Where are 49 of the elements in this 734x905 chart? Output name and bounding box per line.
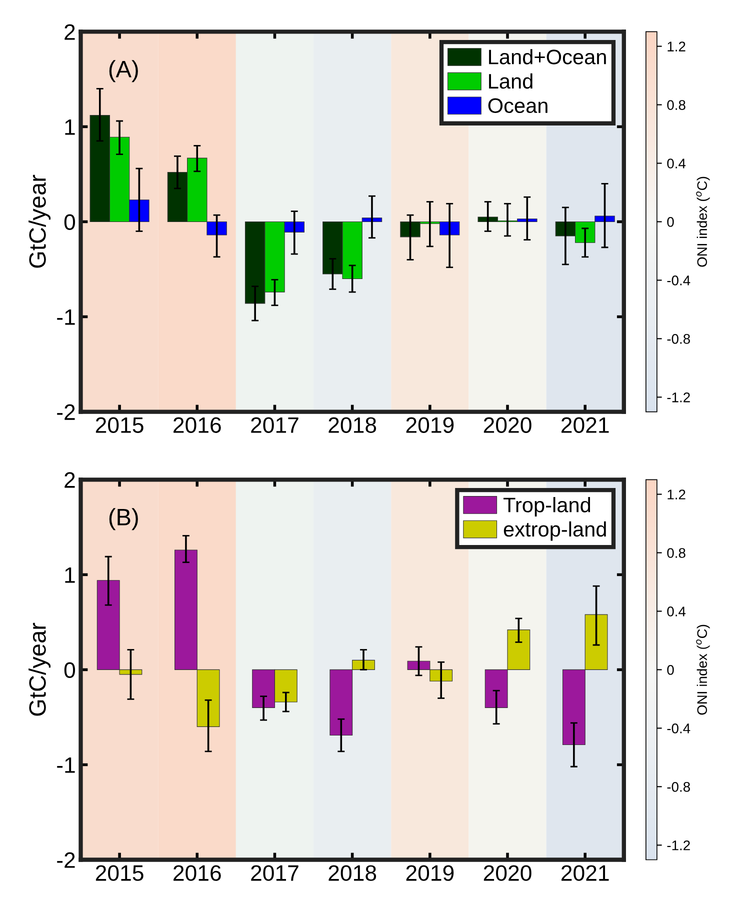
color-bar-label: -0.8	[667, 334, 690, 344]
x-tick-label: 2020	[484, 865, 532, 881]
x-tick-label: 2017	[251, 865, 298, 881]
x-tick-label: 2017	[251, 417, 298, 433]
color-bar-label: -1.2	[667, 392, 690, 402]
y-tick-label: -2	[57, 404, 75, 420]
y-tick-label: -1	[57, 310, 75, 325]
legend-label: extrop-land	[504, 521, 606, 541]
color-bar-label: 1.2	[668, 490, 686, 500]
color-bar-label: -0.8	[667, 782, 690, 792]
legend-label: Land	[489, 73, 532, 89]
y-tick-label: -1	[57, 757, 75, 773]
color-bar-label: 0.4	[667, 158, 686, 168]
x-tick-label: 2019	[406, 865, 454, 881]
color-bar-label: -0.4	[667, 724, 690, 734]
y-tick-label: 0	[64, 214, 76, 230]
color-bar-label: 1.2	[668, 42, 686, 52]
x-tick-label: 2016	[174, 417, 221, 433]
y-tick-label: 2	[64, 24, 75, 40]
color-bar-label: -1.2	[667, 840, 690, 850]
annotation: (A)	[109, 60, 138, 82]
y-tick-label: 1	[65, 567, 75, 583]
color-bar-label: 0	[667, 665, 674, 675]
y-tick-label: 1	[65, 119, 75, 135]
color-bar-label: -0.4	[667, 276, 690, 286]
legend-label: Ocean	[488, 98, 548, 114]
color-bar-label: 0.4	[667, 606, 686, 616]
color-bar-title: ONI index ($^{o}$C)	[696, 176, 710, 267]
color-bar-title: ONI index ($^{o}$C)	[696, 624, 710, 715]
x-tick-label: 2015	[96, 417, 144, 433]
x-tick-label: 2019	[406, 417, 454, 433]
y-tick-label: -2	[57, 852, 75, 868]
y-tick-label: 2	[64, 472, 75, 488]
x-tick-label: 2015	[96, 865, 144, 881]
color-bar-label: 0.8	[667, 548, 686, 558]
x-tick-label: 2021	[562, 417, 609, 433]
x-tick-label: 2018	[328, 417, 376, 433]
x-tick-label: 2021	[562, 865, 609, 881]
y-tick-label: 0	[64, 662, 76, 678]
annotation: (B)	[109, 508, 138, 530]
y-axis-title: GtC/year	[28, 174, 51, 268]
x-tick-label: 2018	[328, 865, 376, 881]
x-tick-label: 2020	[484, 417, 532, 433]
color-bar-label: 0	[667, 217, 674, 227]
x-tick-label: 2016	[174, 865, 221, 881]
color-bar-label: 0.8	[667, 100, 686, 110]
legend-label: Land+Ocean	[489, 49, 606, 64]
y-axis-title: GtC/year	[28, 622, 51, 716]
legend-label: Trop-land	[503, 497, 590, 516]
